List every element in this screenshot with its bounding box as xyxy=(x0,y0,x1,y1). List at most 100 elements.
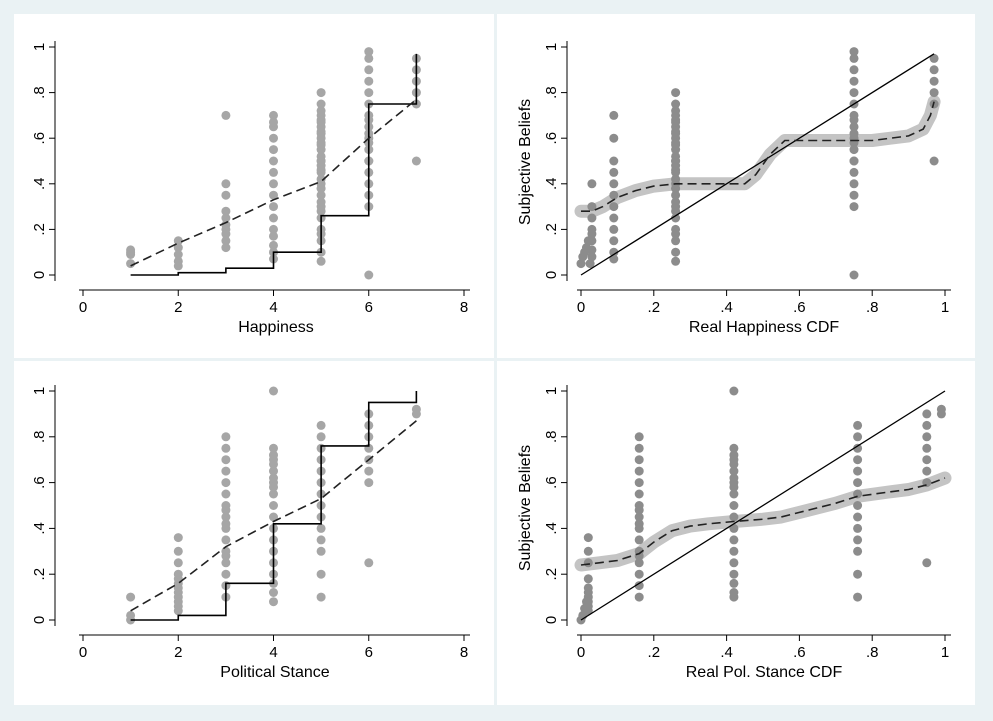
x-tick-label: .2 xyxy=(648,644,661,661)
data-point xyxy=(609,156,619,166)
data-point xyxy=(922,443,932,453)
data-point xyxy=(671,256,681,266)
data-point xyxy=(316,569,326,579)
x-tick-label: .6 xyxy=(793,299,806,316)
data-point xyxy=(269,450,278,460)
data-point xyxy=(221,455,231,465)
y-tick-label: .4 xyxy=(543,522,560,535)
data-point xyxy=(583,533,593,543)
data-point xyxy=(634,569,644,579)
x-axis-title: Real Happiness CDF xyxy=(689,319,840,336)
data-point xyxy=(671,224,681,234)
data-point xyxy=(729,558,739,568)
data-point xyxy=(729,569,739,579)
data-point xyxy=(221,558,231,568)
data-point xyxy=(316,523,326,533)
data-point xyxy=(609,133,619,143)
data-point xyxy=(849,88,859,98)
data-point xyxy=(316,190,326,200)
data-point xyxy=(729,588,739,597)
data-point xyxy=(364,65,374,75)
data-point xyxy=(221,569,231,579)
data-point xyxy=(853,478,863,488)
data-point xyxy=(173,256,183,266)
data-point xyxy=(853,569,863,579)
step-line xyxy=(130,53,418,276)
data-point xyxy=(126,610,136,620)
data-point xyxy=(221,478,231,488)
data-point xyxy=(671,88,681,98)
data-point xyxy=(576,259,586,269)
data-point xyxy=(221,236,231,246)
data-point xyxy=(671,247,681,257)
x-tick-label: 8 xyxy=(460,644,468,661)
data-point xyxy=(936,404,946,414)
y-tick-label: .6 xyxy=(543,476,560,489)
data-point xyxy=(671,174,681,184)
x-tick-label: 6 xyxy=(365,299,373,316)
y-tick-label: .8 xyxy=(31,86,48,99)
data-point xyxy=(173,569,183,579)
data-point xyxy=(269,473,278,483)
data-point xyxy=(922,558,932,568)
x-tick-label: 0 xyxy=(577,299,585,316)
data-point xyxy=(922,455,932,465)
x-tick-label: 8 xyxy=(460,299,468,316)
x-tick-label: 0 xyxy=(79,299,87,316)
y-tick-label: 1 xyxy=(543,43,560,51)
y-tick-label: 0 xyxy=(543,616,560,624)
data-point xyxy=(729,489,739,499)
data-point xyxy=(929,88,939,98)
data-point xyxy=(221,443,231,453)
diagonal-line xyxy=(580,53,935,276)
data-point xyxy=(634,581,644,591)
panel-political-bg xyxy=(14,361,494,705)
data-point xyxy=(609,167,619,177)
data-point xyxy=(634,512,644,522)
data-point xyxy=(269,597,278,607)
data-point xyxy=(849,53,859,63)
data-point xyxy=(364,88,374,98)
data-point xyxy=(634,519,644,529)
data-point xyxy=(221,432,231,442)
data-point xyxy=(221,512,231,522)
data-point xyxy=(929,65,939,75)
y-tick-label: 0 xyxy=(543,271,560,279)
data-point xyxy=(316,138,326,148)
data-point xyxy=(634,535,644,545)
data-point xyxy=(173,236,183,246)
data-point xyxy=(269,501,278,510)
data-point xyxy=(587,213,597,223)
x-tick-label: .4 xyxy=(720,644,733,661)
data-point xyxy=(364,478,374,488)
y-tick-label: 1 xyxy=(543,387,560,395)
data-point xyxy=(671,190,681,200)
data-point xyxy=(269,466,278,476)
data-point xyxy=(922,409,932,419)
data-point xyxy=(173,250,183,259)
diagonal-line xyxy=(580,390,946,621)
x-tick-label: .4 xyxy=(720,299,733,316)
data-point xyxy=(583,597,593,607)
data-point xyxy=(729,546,739,556)
data-point xyxy=(729,450,739,460)
data-point xyxy=(853,466,863,476)
data-point xyxy=(929,53,939,63)
data-point xyxy=(671,197,681,207)
data-point xyxy=(849,270,859,280)
data-point xyxy=(316,174,326,184)
data-point xyxy=(853,501,863,510)
data-point xyxy=(671,183,681,193)
data-point xyxy=(316,256,326,266)
x-tick-label: 2 xyxy=(174,644,182,661)
y-tick-label: .8 xyxy=(543,86,560,99)
data-point xyxy=(671,138,681,148)
panel-political: Political Stance 0 2 4 6 8 0 .2 .4 .6 .8 1 xyxy=(31,385,470,681)
data-point xyxy=(729,501,739,510)
data-point xyxy=(671,156,681,166)
data-point xyxy=(729,443,739,453)
data-point xyxy=(316,115,326,125)
data-point xyxy=(316,106,326,116)
data-point xyxy=(269,588,278,597)
